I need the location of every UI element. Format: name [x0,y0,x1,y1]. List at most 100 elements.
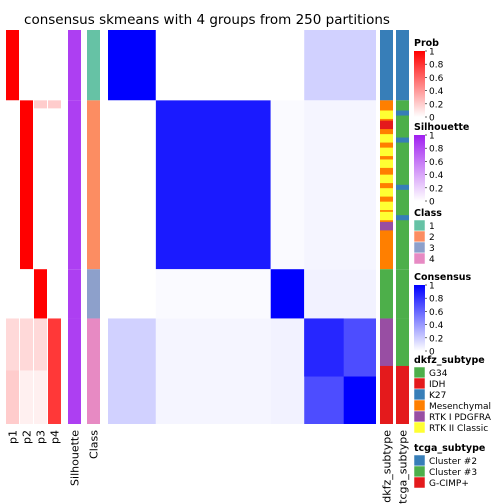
legend-title: Silhouette [414,122,469,133]
legend-tick-label: 0.8 [429,295,444,305]
consensus-cell [343,376,376,424]
legend-swatch [413,241,426,254]
legend-tick-label: 0.6 [429,308,444,318]
consensus-cell [108,100,156,270]
legend-tick-label: 0 [429,198,435,208]
legend-swatch [413,388,426,401]
subtype-annotation [380,30,409,424]
prob-cell [6,100,19,270]
dkfz-subtype-cell [380,365,393,424]
prob-cell [34,100,47,109]
legend-tick-label: 0.8 [429,61,444,71]
legend-tick-label: 0 [429,348,435,358]
class-cell [87,100,100,270]
dkfz-subtype-cell [380,110,393,119]
column-label: tcga_subtype [397,430,410,504]
legend-colorbar [414,135,425,201]
legend-item-label: Mesenchymal [429,402,491,412]
dkfz-subtype-cell [380,120,393,130]
prob-cell [34,269,47,319]
prob-cell [34,370,47,424]
consensus-cell [304,30,376,101]
legend-tick-label: 0 [429,114,435,124]
prob-cell [48,269,61,319]
legend-swatch [413,230,426,243]
dkfz-subtype-cell [380,159,393,168]
legend-item-label: 1 [429,222,435,232]
consensus-cell [270,318,305,424]
consensus-cell [155,30,271,101]
consensus-cell [270,269,305,319]
legend-swatch [413,476,426,489]
legends: Prob10.80.60.40.20Silhouette10.80.60.40.… [413,38,492,489]
legend-swatch [413,421,426,434]
legend-tick-label: 1 [429,132,435,142]
chart-title: consensus skmeans with 4 groups from 250… [24,12,390,28]
legend-colorbar [414,51,425,117]
column-label: Class [88,430,101,459]
legend-tick-label: 1 [429,282,435,292]
prob-cell [20,269,33,319]
legend-item-label: K27 [429,391,446,401]
legend-title: dkfz_subtype [414,355,485,366]
dkfz-subtype-cell [380,188,393,197]
prob-cell [48,100,61,109]
consensus-cell [304,100,376,270]
legend-swatch [413,219,426,232]
probability-and-class-annotation [6,30,100,424]
legend-title: Class [414,208,442,219]
consensus-cell [270,30,305,101]
dkfz-subtype-cell [380,30,393,101]
prob-cell [6,30,19,101]
legend-tick-label: 0.4 [429,321,444,331]
legend-swatch [413,377,426,390]
legend-item-label: Cluster #2 [429,457,477,467]
legend-swatch [413,366,426,379]
tcga-subtype-cell [396,100,409,270]
legend-swatch [413,410,426,423]
legend-tick-label: 0.2 [429,334,443,344]
dkfz-subtype-cell [380,174,393,184]
class-cell [87,30,100,101]
prob-cell [48,318,61,424]
prob-cell [48,100,61,270]
legend-title: tcga_subtype [414,443,485,454]
legend-item-label: RTK I PDGFRA [429,413,492,423]
column-label: p4 [49,430,62,444]
legend-swatch [413,399,426,412]
consensus-cell [155,269,271,319]
consensus-cell [304,269,376,319]
consensus-cell [108,269,156,319]
column-label: p2 [21,430,34,444]
prob-cell [48,30,61,101]
silhouette-cell [68,30,81,101]
legend-swatch [413,252,426,265]
consensus-cell [108,30,156,101]
class-cell [87,269,100,319]
column-label: dkfz_subtype [381,430,394,503]
legend-tick-label: 1 [429,48,435,58]
legend-item-label: G34 [429,369,448,379]
tcga-subtype-cell [396,30,409,101]
tcga-subtype-cell [396,184,409,190]
legend-item-label: IDH [429,380,445,390]
tcga-subtype-cell [396,215,409,221]
column-labels: p1 p2 p3 p4 Silhouette Class dkfz_subtype tcga_… [7,430,410,504]
consensus-cell [155,318,271,424]
prob-cell [20,100,33,270]
dkfz-subtype-cell [380,211,393,221]
legend-item-label: 4 [429,255,435,265]
legend-swatch [413,454,426,467]
consensus-cell [155,100,271,270]
dkfz-subtype-cell [380,147,393,157]
legend-tick-label: 0.2 [429,184,443,194]
prob-cell [6,370,19,424]
legend-tick-label: 0.4 [429,171,444,181]
legend-item-label: 2 [429,233,435,243]
legend-tick-label: 0.6 [429,74,444,84]
legend-tick-label: 0.2 [429,100,443,110]
silhouette-cell [68,100,81,270]
prob-cell [34,100,47,270]
column-label: Silhouette [69,430,82,486]
